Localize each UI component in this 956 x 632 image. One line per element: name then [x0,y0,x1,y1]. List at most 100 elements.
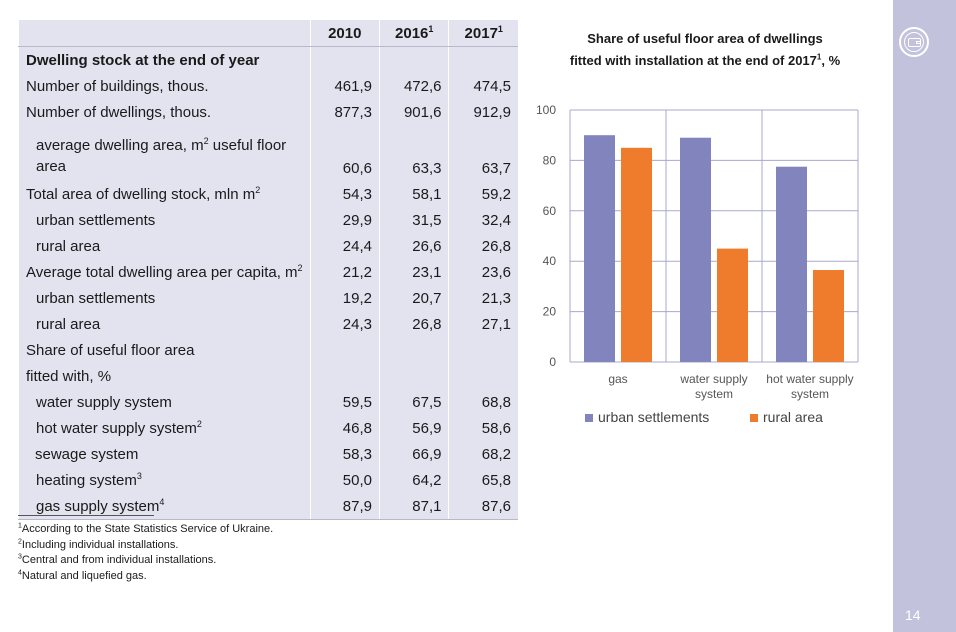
y-tick-label: 80 [543,153,557,167]
footnote-mark: 4 [18,568,22,576]
row-value: 20,7 [378,285,449,311]
row-value: 87,6 [448,493,518,520]
row-label-note: 2 [203,136,209,146]
table-row: rural area 24,3 26,8 27,1 [18,311,518,337]
y-tick-label: 20 [543,305,557,319]
row-value: 59,2 [448,181,518,207]
row-value: 26,8 [378,311,449,337]
row-label-text: Number of dwellings, thous. [26,103,212,121]
row-label: hot water supply system2 [18,415,311,441]
y-tick-label: 40 [543,254,557,268]
footnote: 4Natural and liquefied gas. [18,569,273,585]
table-row: average dwelling area, m2 useful floor a… [18,125,518,181]
row-value [448,337,518,363]
row-value: 87,1 [378,493,449,520]
dwelling-stock-table: 2010 20161 20171 Dwelling stock at the e… [18,20,518,520]
footnotes: 1According to the State Statistics Servi… [18,522,273,584]
table-row: heating system3 50,0 64,2 65,8 [18,467,518,493]
row-label-text: rural area [36,237,101,255]
row-value: 50,0 [309,467,380,493]
footnote-mark: 1 [18,522,22,530]
row-value: 29,9 [309,207,380,233]
row-label-note: 2 [297,262,303,273]
wallet-icon [908,38,921,47]
chart-title-suffix: , % [821,53,841,68]
row-value: 23,6 [448,259,518,285]
row-label: Share of useful floor area [18,337,311,363]
chart-title-line2: fitted with installation at the end of 2… [530,50,880,72]
row-value [309,363,380,389]
row-value: 472,6 [378,73,449,99]
year-label: 2010 [328,24,362,42]
table-header-row: 2010 20161 20171 [18,20,518,47]
row-value: 901,6 [378,99,449,125]
logo-ring [904,32,924,52]
footnote-text: Central and from individual installation… [21,554,217,566]
row-value: 66,9 [378,441,449,467]
row-value: 26,6 [378,233,449,259]
row-label: Dwelling stock at the end of year [18,46,311,73]
footnote: 1According to the State Statistics Servi… [18,522,273,538]
table-row: gas supply system4 87,9 87,1 87,6 [18,493,518,520]
header-year: 20161 [378,20,449,47]
row-value: 54,3 [309,181,380,207]
bar-urban [584,135,615,362]
table-row: urban settlements 29,9 31,5 32,4 [18,207,518,233]
row-value: 59,5 [309,389,380,415]
row-label-text: rural area [36,315,101,333]
row-label-note: 4 [159,496,165,507]
bar-rural [813,270,844,362]
row-value [448,363,518,389]
row-value: 56,9 [378,415,449,441]
y-tick-label: 60 [543,204,557,218]
row-value: 63,7 [448,125,518,181]
row-value: 32,4 [448,207,518,233]
row-value: 21,2 [309,259,380,285]
row-value: 19,2 [309,285,380,311]
row-label: average dwelling area, m2 useful floor a… [18,125,311,181]
legend-label: rural area [763,409,823,425]
year-note: 1 [497,23,503,34]
table-row: hot water supply system2 46,8 56,9 58,6 [18,415,518,441]
row-label: urban settlements [18,285,311,311]
row-label-text: Total area of dwelling stock, mln m [26,185,256,203]
row-label: Number of dwellings, thous. [18,99,311,125]
row-value: 58,3 [309,441,380,467]
row-value: 58,6 [448,415,518,441]
table-row: Share of useful floor area [18,337,518,363]
row-label: Average total dwelling area per capita, … [18,259,311,285]
table-row: sewage system 58,3 66,9 68,2 [18,441,518,467]
footnote-mark: 2 [18,537,22,545]
bar-urban [776,166,807,362]
row-value: 67,5 [378,389,449,415]
wallet-logo-icon [899,27,929,57]
row-label-text: gas supply system [36,497,160,515]
row-value: 46,8 [309,415,380,441]
table-row: Number of dwellings, thous. 877,3 901,6 912… [18,99,518,125]
bar-rural [621,147,652,362]
row-label-text: urban settlements [36,211,156,229]
bar-rural [717,248,748,362]
row-value [309,337,380,363]
x-tick-label: system [695,387,733,401]
row-label-text: Number of buildings, thous. [26,77,209,95]
year-note: 1 [428,23,434,34]
x-tick-label: water supply [679,372,747,386]
row-value: 23,1 [378,259,449,285]
row-value: 26,8 [448,233,518,259]
row-value [309,46,380,73]
footnote-text: According to the State Statistics Servic… [21,523,274,535]
y-tick-label: 100 [536,103,556,117]
row-label-note: 3 [136,470,142,481]
footnote: 3Central and from individual installatio… [18,553,273,569]
row-label-text: heating system [36,471,137,489]
row-label: fitted with, % [18,363,311,389]
row-value: 68,8 [448,389,518,415]
table-row: rural area 24,4 26,6 26,8 [18,233,518,259]
footnote-text: Including individual installations. [21,538,179,551]
footnote-mark: 3 [18,553,22,561]
row-value: 63,3 [378,125,449,181]
table-row: urban settlements 19,2 20,7 21,3 [18,285,518,311]
bar-urban [680,137,711,362]
row-label-text: Dwelling stock at the end of year [26,51,260,69]
